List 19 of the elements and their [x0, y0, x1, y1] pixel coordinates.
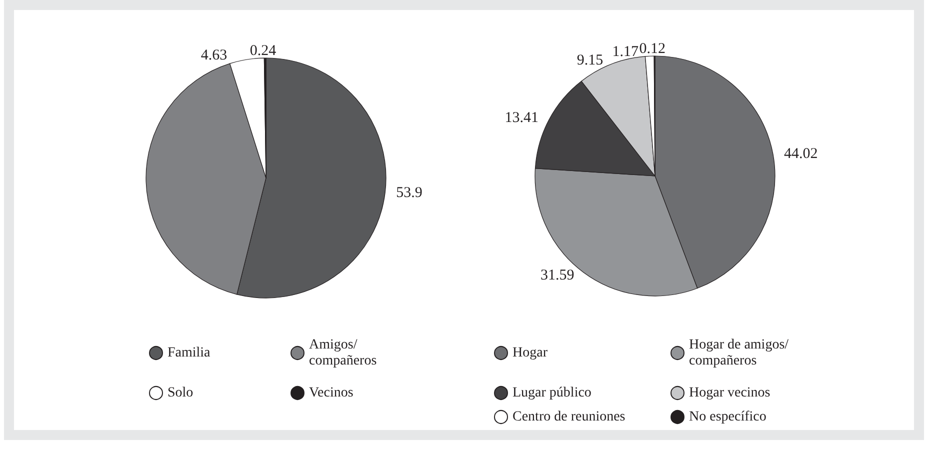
legend-label: Vecinos [309, 386, 354, 400]
data-label: 0.12 [639, 41, 666, 57]
legend-label: Centro de reuniones [512, 410, 626, 424]
legend-label: Amigos/ compañeros [309, 338, 377, 368]
legend-label: Lugar público [512, 386, 592, 400]
data-label: 44.02 [784, 146, 818, 162]
legend-label: Familia [168, 346, 212, 360]
data-label: 53.9 [396, 185, 422, 202]
legend-label: Hogar vecinos [689, 386, 770, 400]
legend-label: Hogar de amigos/ compañeros [689, 338, 792, 368]
data-label: 31.59 [540, 268, 574, 284]
data-label: 1.17 [612, 44, 639, 60]
data-label: 0.24 [250, 43, 277, 60]
legend-label: No específico [689, 410, 766, 424]
data-label: 13.41 [504, 110, 538, 126]
data-label: 4.63 [200, 48, 228, 64]
legend-label: Solo [168, 386, 194, 400]
data-label: 9.15 [576, 52, 604, 68]
legend-label: Hogar [512, 346, 548, 360]
